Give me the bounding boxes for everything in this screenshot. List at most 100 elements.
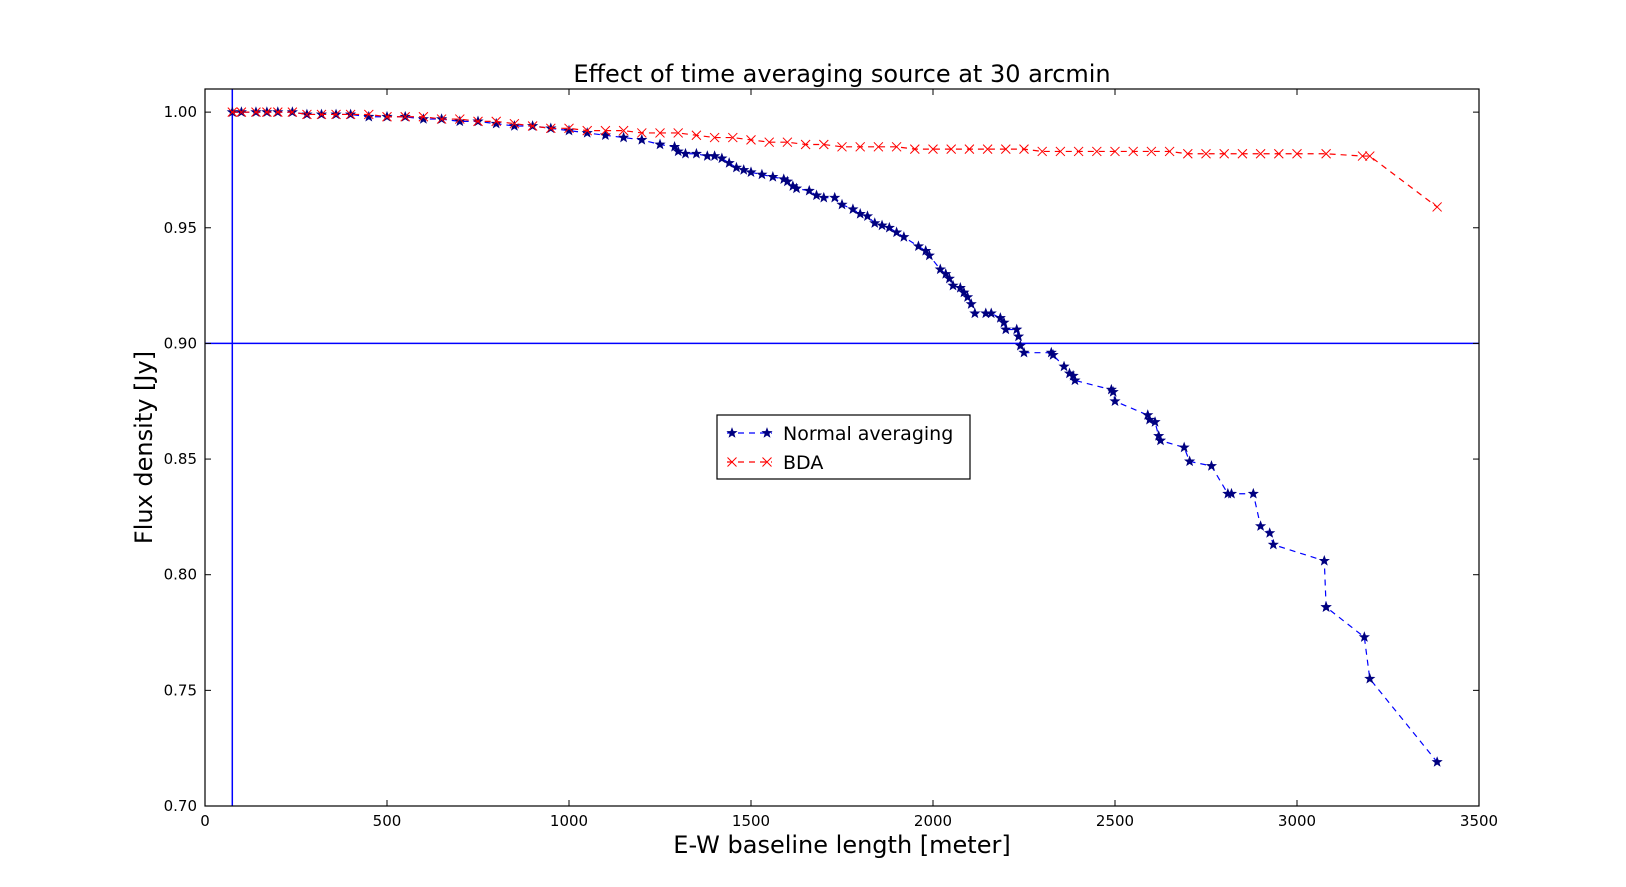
data-point-bda [564, 123, 574, 134]
data-point-bda [1037, 146, 1048, 157]
data-point-normal-averaging [618, 131, 630, 143]
data-point-bda [1091, 146, 1102, 157]
data-point-normal-averaging [1014, 339, 1026, 351]
data-point-bda [227, 107, 238, 117]
data-point-bda [1321, 148, 1331, 159]
data-point-bda [1432, 202, 1442, 212]
data-point-normal-averaging [679, 147, 692, 159]
data-point-bda [855, 141, 866, 152]
data-point-normal-averaging [1225, 487, 1238, 499]
data-point-normal-averaging [1358, 631, 1370, 642]
data-point-bda [964, 144, 975, 154]
data-point-bda [1237, 148, 1248, 159]
data-point-normal-averaging [738, 164, 750, 175]
data-point-normal-averaging [994, 312, 1006, 323]
data-point-normal-averaging [985, 307, 997, 319]
data-point-normal-averaging [1184, 455, 1196, 467]
data-point-bda [1019, 144, 1029, 154]
data-point-bda [287, 107, 298, 117]
data-point-normal-averaging [1318, 554, 1330, 566]
data-point-bda [1073, 146, 1084, 157]
data-point-normal-averaging [1047, 349, 1059, 360]
data-point-normal-averaging [1069, 374, 1081, 386]
data-point-normal-averaging [876, 219, 888, 231]
data-point-bda [418, 111, 429, 122]
x-tick-label: 1500 [732, 812, 770, 830]
y-tick-label: 0.95 [164, 219, 197, 237]
data-point-bda [545, 123, 556, 134]
data-point-bda [1357, 151, 1368, 161]
x-tick-label: 500 [373, 812, 402, 830]
data-point-normal-averaging [869, 217, 881, 228]
data-point-normal-averaging [781, 175, 793, 187]
data-point-bda [1000, 144, 1011, 154]
data-point-bda [1292, 148, 1302, 159]
legend-label-bda: BDA [783, 452, 823, 474]
data-point-normal-averaging [1431, 756, 1443, 767]
data-point-normal-averaging [810, 189, 823, 201]
data-point-normal-averaging [716, 152, 728, 164]
data-point-normal-averaging [1109, 395, 1121, 406]
data-point-bda [1128, 146, 1139, 157]
data-point-bda [527, 121, 538, 131]
legend-marker-normal-averaging [761, 427, 773, 438]
data-point-normal-averaging [1142, 409, 1154, 420]
data-point-bda [818, 139, 829, 150]
data-point-bda [636, 128, 647, 138]
data-point-normal-averaging [668, 140, 681, 152]
data-point-normal-averaging [1154, 434, 1167, 446]
data-point-bda [272, 107, 283, 117]
data-point-normal-averaging [730, 161, 743, 173]
data-point-bda [1201, 148, 1211, 159]
data-point-bda [1055, 146, 1066, 157]
data-point-normal-averaging [1000, 323, 1012, 335]
data-point-normal-averaging [1178, 441, 1190, 453]
x-tick-label: 3000 [1278, 812, 1316, 830]
data-point-bda [331, 109, 341, 120]
data-point-normal-averaging [654, 138, 666, 150]
data-point-bda [618, 125, 629, 136]
legend-box [716, 414, 971, 480]
data-point-bda [509, 118, 520, 129]
data-point-normal-averaging [962, 291, 974, 302]
y-tick-label: 1.00 [164, 103, 197, 121]
data-point-bda [454, 114, 465, 124]
data-point-bda [236, 107, 247, 117]
data-point-bda [727, 132, 738, 143]
x-tick-label: 2500 [1096, 812, 1134, 830]
data-point-bda [1219, 148, 1230, 159]
legend-marker-bda [762, 457, 772, 467]
data-point-normal-averaging [836, 198, 848, 210]
data-point-normal-averaging [861, 210, 874, 221]
data-point-normal-averaging [883, 221, 895, 233]
series-bda [227, 107, 1442, 212]
data-point-normal-averaging [998, 316, 1010, 328]
data-point-bda [691, 130, 702, 141]
data-point-bda [262, 107, 272, 117]
data-point-normal-averaging [1067, 369, 1079, 381]
data-point-bda [1110, 146, 1120, 157]
data-point-normal-averaging [745, 166, 757, 178]
data-point-bda [1364, 151, 1375, 161]
data-point-bda [1273, 148, 1284, 159]
data-point-normal-averaging [965, 298, 977, 309]
data-point-normal-averaging [891, 226, 903, 238]
data-point-normal-averaging [803, 184, 815, 196]
y-tick-label: 0.80 [164, 566, 197, 584]
data-point-normal-averaging [847, 203, 859, 215]
data-point-normal-averaging [1205, 460, 1218, 471]
data-point-normal-averaging [912, 240, 925, 252]
x-tick-label: 2000 [914, 812, 952, 830]
legend-item-bda: BDA [727, 452, 823, 474]
data-point-normal-averaging [969, 307, 981, 319]
x-tick-label: 3500 [1460, 812, 1498, 830]
data-point-normal-averaging [958, 286, 970, 298]
data-point-normal-averaging [636, 134, 648, 145]
data-point-normal-averaging [690, 147, 702, 159]
data-point-bda [1164, 146, 1175, 157]
legend-marker-normal-averaging [726, 427, 738, 438]
data-point-bda [382, 111, 392, 122]
data-point-bda [1146, 146, 1157, 157]
data-point-normal-averaging [854, 208, 866, 219]
data-point-normal-averaging [920, 245, 932, 256]
